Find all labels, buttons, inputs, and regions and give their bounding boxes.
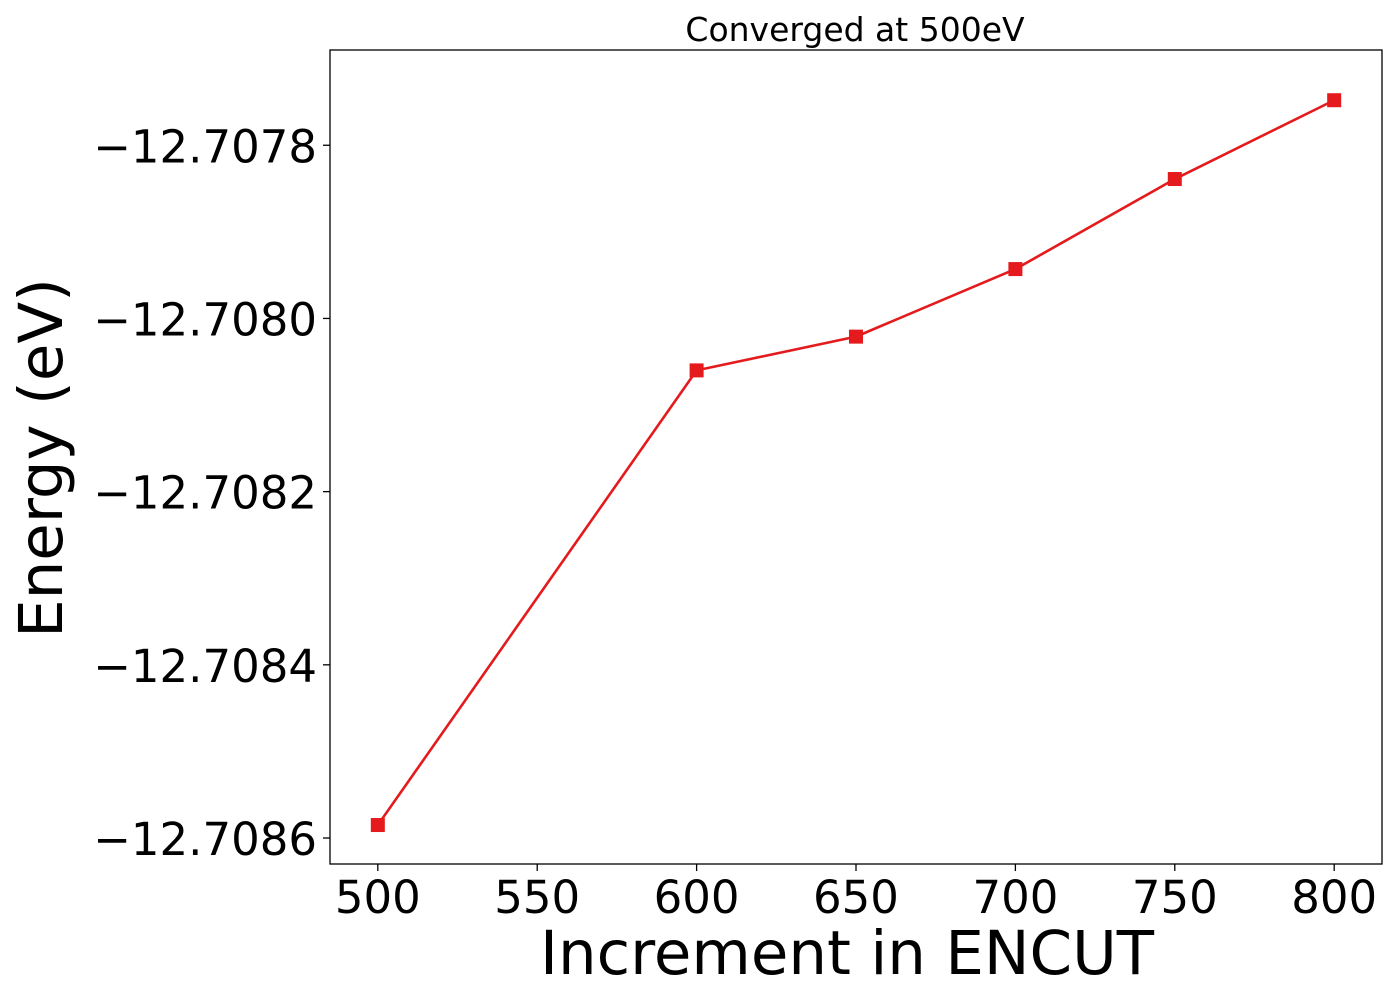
x-tick-label: 500 <box>335 871 421 924</box>
x-axis-title: Increment in ENCUT <box>540 918 1155 989</box>
series-line <box>376 99 1335 826</box>
x-tick-label: 700 <box>972 871 1058 924</box>
data-point-marker <box>849 329 863 344</box>
x-tick-label: 600 <box>654 871 740 924</box>
data-point-marker <box>1008 262 1023 277</box>
data-point-marker <box>689 363 704 378</box>
plot-layer: 500 550 600 650 700 750 800 −12.7078 −12.7080 −12… <box>93 93 1377 924</box>
data-point-marker <box>1327 93 1342 108</box>
data-point-marker <box>370 818 385 833</box>
x-tick-label: 550 <box>494 871 580 924</box>
data-point-marker <box>1167 172 1182 187</box>
y-axis-title: Energy (eV) <box>6 278 77 638</box>
y-tick-label: −12.7080 <box>93 293 317 346</box>
y-tick-label: −12.7084 <box>93 640 317 693</box>
chart-title: Converged at 500eV <box>685 10 1025 49</box>
x-tick-label: 650 <box>813 871 899 924</box>
plot-frame <box>329 49 1383 865</box>
x-tick-label: 750 <box>1132 871 1218 924</box>
y-tick-label: −12.7078 <box>93 120 317 173</box>
y-tick-label: −12.7086 <box>93 813 317 866</box>
y-tick-label: −12.7082 <box>93 467 317 520</box>
x-tick-label: 800 <box>1291 871 1377 924</box>
